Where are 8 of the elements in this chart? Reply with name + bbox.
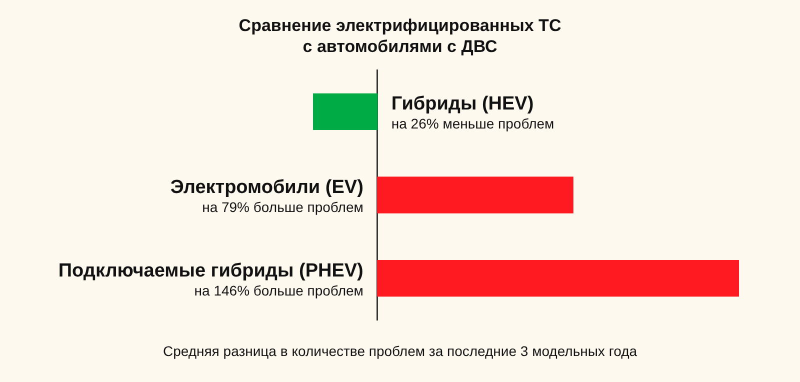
y-tick-label: Электромобили (EV) — [170, 177, 364, 198]
data-label: на 79% больше проблем — [202, 199, 364, 215]
data-label: на 146% больше проблем — [194, 282, 364, 298]
text: Средняя разница в количестве проблем за последние 3 модельных года — [162, 343, 638, 359]
data-label: на 26% меньше проблем — [391, 116, 554, 132]
y-tick-label: Подключаемые гибриды (PHEV) — [58, 260, 364, 282]
y-tick-label: Гибриды (HEV) — [391, 94, 534, 115]
chart-title: Сравнение электрифицированных ТС с автомобилями с ДВС — [238, 16, 562, 56]
